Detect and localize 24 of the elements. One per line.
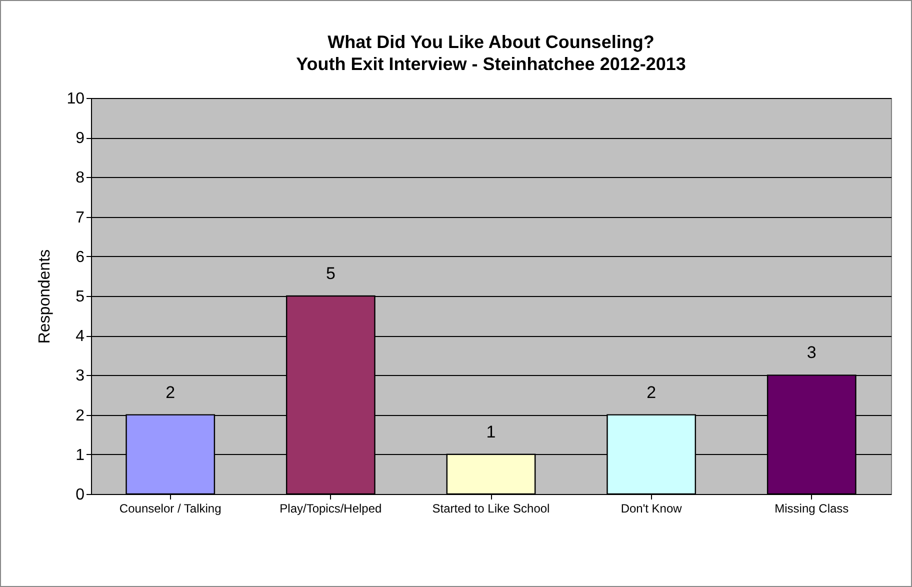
y-tick-label: 0 [76, 486, 85, 504]
y-tick-label: 6 [76, 248, 85, 266]
y-tick-label: 5 [76, 288, 85, 306]
y-tick-label: 10 [66, 90, 85, 108]
y-tick-label: 1 [76, 446, 85, 464]
y-tick-label: 7 [76, 209, 85, 226]
y-axis-title: Respondents [36, 249, 54, 344]
y-tick-label: 9 [76, 130, 85, 148]
data-label: 2 [166, 382, 176, 402]
y-tick-label: 4 [76, 328, 85, 346]
y-tick-label: 3 [76, 368, 85, 385]
data-label: 5 [326, 264, 336, 283]
data-label: 1 [486, 422, 496, 442]
chart-subtitle: Youth Exit Interview - Steinhatchee 2012-2013 [296, 54, 686, 74]
chart-title: What Did You Like About Counseling? [328, 32, 654, 52]
y-tick-label: 2 [76, 407, 85, 424]
data-label: 2 [646, 382, 656, 402]
x-tick-label: Play/Topics/Helped [280, 502, 382, 516]
data-label: 3 [806, 343, 816, 362]
y-tick-label: 8 [76, 170, 85, 187]
x-tick-label: Counselor / Talking [119, 502, 222, 516]
x-tick-label: Started to Like School [432, 502, 550, 516]
x-tick-label: Missing Class [774, 502, 849, 516]
x-tick-label: Don't Know [620, 502, 682, 516]
